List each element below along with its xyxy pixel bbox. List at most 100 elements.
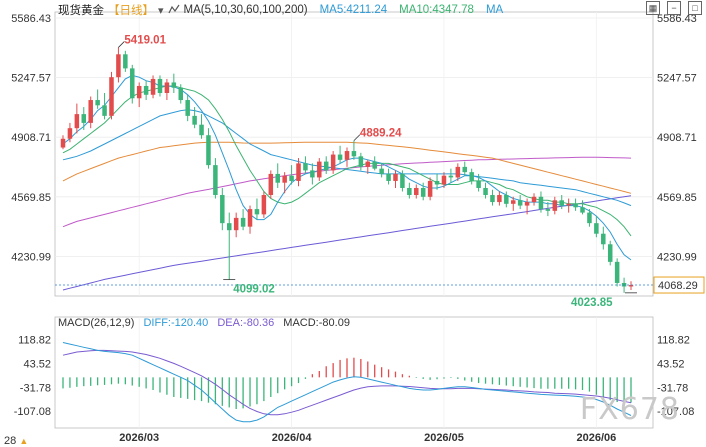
candle-body — [310, 170, 315, 178]
candle-body — [143, 85, 149, 95]
x-tick-label: 2026/04 — [272, 432, 313, 444]
candle-body — [573, 203, 578, 208]
ma5-line — [62, 74, 632, 261]
price-annotation: 4023.85 — [571, 297, 613, 309]
candle-body — [372, 161, 377, 169]
macd-panel-frame — [54, 316, 654, 429]
y-tick-right: 4230.99 — [657, 251, 697, 263]
candle-body — [296, 163, 301, 181]
chart-toolbar: ▦ − □ — [646, 1, 702, 15]
candle-body — [601, 233, 606, 245]
candle-body — [282, 175, 287, 183]
candle-body — [178, 87, 184, 101]
candle-body — [303, 163, 308, 171]
ma60-line — [62, 141, 632, 194]
candle-body — [213, 165, 218, 196]
candle-body — [434, 180, 440, 185]
dea-value: DEA:-80.36 — [217, 317, 275, 329]
candle-body — [268, 173, 274, 196]
ma30-line — [62, 109, 632, 207]
candle-body — [74, 114, 80, 129]
grid-icon[interactable]: ▦ — [646, 1, 660, 15]
candle-body — [67, 128, 73, 139]
candle-body — [524, 202, 530, 206]
candle-body — [317, 161, 322, 178]
candle-body — [441, 175, 447, 185]
price-annotation: 4889.24 — [360, 128, 402, 140]
chevron-down-icon[interactable]: ▾ — [158, 4, 164, 17]
candle-body — [469, 172, 474, 181]
ma10-line — [62, 85, 632, 237]
y-tick-right: 5586.43 — [657, 13, 697, 25]
candle-body — [157, 78, 163, 94]
candle-body — [192, 115, 197, 125]
price-annotation: 4099.02 — [233, 284, 275, 296]
candle-body — [510, 200, 516, 204]
current-price-tag — [653, 276, 705, 294]
candle-body — [427, 180, 433, 197]
expand-icon[interactable]: □ — [688, 1, 702, 15]
x-tick-label: 2026/03 — [119, 432, 159, 444]
ma-more-value: MA — [485, 4, 504, 16]
candle-body — [233, 217, 239, 231]
candle-body — [206, 135, 211, 166]
y-tick-left: 5247.57 — [11, 73, 51, 85]
candle-body — [462, 166, 468, 173]
chart-header: 现货黄金 【日线】 ▾ MA(5,10,30,60,100,200) MA5:4… — [58, 2, 503, 18]
candle-body — [594, 223, 599, 234]
candle-body — [95, 100, 100, 106]
y-tick-left: 4230.99 — [11, 251, 51, 263]
candle-body — [254, 209, 260, 215]
candle-body — [420, 187, 426, 197]
candle-body — [171, 82, 177, 88]
ma-label: MA(5,10,30,60,100,200) — [183, 4, 308, 16]
candle-body — [81, 114, 87, 123]
ma100-line — [62, 156, 632, 228]
candle-body — [483, 187, 488, 196]
candle-body — [628, 285, 634, 287]
y-tick-right: 4908.71 — [657, 132, 697, 144]
candle-body — [88, 100, 93, 123]
current-price-label: 4068.29 — [658, 280, 698, 292]
candle-body — [199, 124, 204, 136]
candle-body — [60, 138, 66, 148]
y-tick-right: 4569.85 — [657, 192, 697, 204]
candle-body — [136, 85, 142, 99]
price-annotation: 5419.01 — [124, 34, 166, 46]
macd-tick-right: -107.08 — [657, 406, 694, 418]
candle-body — [614, 261, 620, 283]
candle-body — [365, 161, 371, 167]
annotation-pointer — [118, 41, 125, 48]
diff-line — [62, 342, 632, 423]
candle-body — [220, 195, 225, 224]
candle-body — [358, 156, 364, 167]
y-tick-left: 4908.71 — [11, 132, 51, 144]
candle-body — [150, 78, 156, 95]
candle-body — [490, 195, 495, 203]
period-selector[interactable]: 【日线】 — [108, 5, 154, 17]
candle-body — [607, 244, 613, 262]
macd-label: MACD(26,12,9) — [58, 317, 135, 329]
candle-body — [164, 82, 170, 94]
ma10-value: MA10:4347.78 — [399, 4, 474, 16]
ma5-value: MA5:4211.24 — [319, 4, 388, 16]
main-panel-frame — [54, 11, 654, 297]
candle-body — [587, 212, 592, 224]
candle-body — [109, 77, 114, 116]
candle-body — [545, 209, 551, 211]
candle-body — [344, 151, 350, 160]
minimize-icon[interactable]: − — [667, 1, 681, 15]
candle-body — [448, 175, 454, 178]
watermark: FX678 — [579, 392, 680, 427]
candle-body — [116, 54, 121, 78]
candle-body — [407, 187, 412, 196]
candle-body — [102, 105, 107, 116]
y-tick-left: 4569.85 — [11, 192, 51, 204]
y-tick-left: 5586.43 — [11, 13, 51, 25]
ma-indicator-icon[interactable] — [167, 4, 180, 17]
candle-body — [130, 68, 135, 99]
candle-body — [476, 180, 481, 188]
ma200-line — [62, 195, 632, 291]
candle-body — [566, 203, 571, 206]
candle-body — [559, 200, 564, 206]
